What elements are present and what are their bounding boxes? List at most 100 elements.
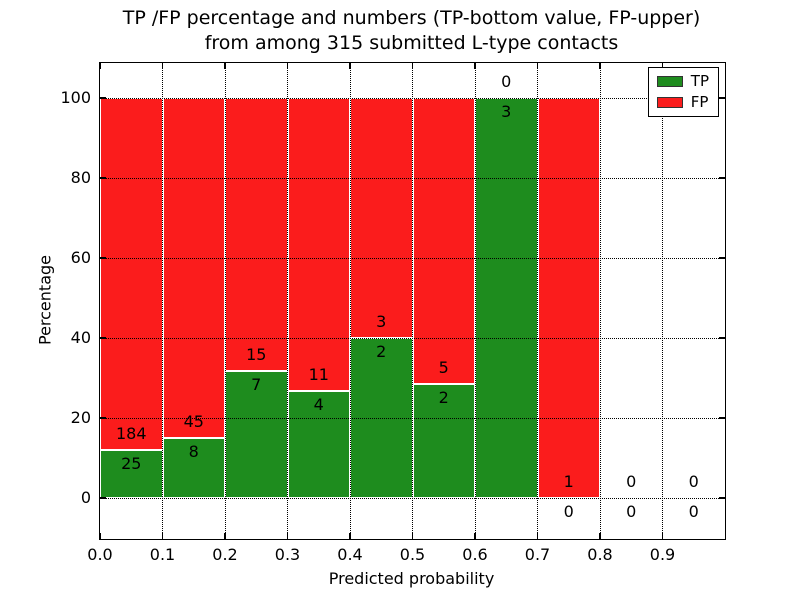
bar-fp-segment [225,98,288,371]
x-tick-label: 0.1 [149,545,176,564]
x-tick-bottom [474,533,476,539]
legend: TP FP [647,67,719,117]
legend-item-fp: FP [656,93,709,111]
legend-item-tp: TP [656,72,709,90]
bar-tp-segment [412,383,475,498]
y-tick-label: 80 [70,168,91,187]
x-gridline [287,63,288,539]
y-tick-right [719,497,725,499]
y-tick-label: 60 [70,248,91,267]
y-tick-right [719,417,725,419]
x-tick-bottom [411,533,414,539]
y-tick-left [100,497,106,499]
x-tick-bottom [536,533,539,539]
bar-fp-segment [287,98,350,392]
bar-fp-segment [162,98,225,438]
x-tick-top [411,63,414,69]
x-tick-label: 0.2 [212,545,238,564]
y-tick-left [100,417,106,419]
x-gridline [412,63,413,539]
x-tick-top [536,63,539,69]
y-tick-right [719,97,725,99]
x-tick-label: 0.8 [587,545,613,564]
chart-title: TP /FP percentage and numbers (TP-bottom… [99,6,724,56]
x-tick-bottom [599,533,601,539]
x-tick-label: 0.4 [337,545,363,564]
x-tick-bottom [286,533,289,539]
bar-tp-segment [162,437,225,498]
bar-tp-segment [100,450,163,498]
x-tick-top [661,63,664,69]
y-tick-label: 0 [80,488,91,507]
fp-count-label: 3 [376,312,387,331]
x-tick-top [286,63,289,69]
fp-color-swatch [656,97,683,108]
tp-count-label: 0 [563,502,574,521]
x-tick-bottom [161,533,164,539]
x-tick-top [99,63,101,69]
x-gridline [474,63,476,539]
y-tick-label: 100 [60,88,91,107]
bar-fp-segment [537,98,600,498]
fp-count-label: 0 [626,472,637,491]
plot-area: TP FP 184 25 45 8 15 7 11 4 3 2 5 2 0 3 1 0 0 0 0 0 0 20 40 60 8… [60,62,726,564]
y-tick-label: 20 [70,408,91,427]
x-tick-top [474,63,476,69]
tp-count-label: 2 [376,342,387,361]
x-tick-top [224,63,226,69]
tp-count-label: 4 [313,395,324,415]
tp-count-label: 2 [438,387,449,407]
x-tick-label: 0.7 [524,545,551,564]
x-tick-label: 0.9 [649,545,676,564]
x-tick-bottom [224,533,226,539]
y-tick-right [719,337,725,339]
x-tick-bottom [661,533,664,539]
fp-count-label: 5 [438,357,449,377]
legend-label-tp: TP [690,72,709,90]
bar-fp-segment [350,98,413,338]
tp-color-swatch [656,76,683,87]
y-tick-left [100,257,106,259]
x-tick-label: 0.0 [87,545,113,564]
tp-count-label: 0 [626,502,637,521]
x-tick-top [599,63,601,69]
y-tick-left [100,337,106,339]
fp-count-label: 15 [246,344,267,364]
y-tick-right [719,257,725,259]
tp-count-label: 8 [188,441,199,461]
fp-count-label: 45 [183,411,204,431]
x-tick-top [349,63,351,69]
chart-title-line1: TP /FP percentage and numbers (TP-bottom… [122,7,701,29]
x-gridline [537,63,538,539]
x-tick-bottom [99,533,101,539]
x-gridline [224,63,226,539]
bar-tp-segment [475,98,538,498]
fp-count-label: 0 [688,472,699,491]
tp-count-label: 3 [501,102,512,121]
x-tick-label: 0.6 [462,545,488,564]
fp-count-label: 11 [308,365,329,385]
tp-count-label: 0 [688,502,699,521]
fp-count-label: 0 [501,72,512,91]
chart-title-line2: from among 315 submitted L-type contacts [204,32,619,54]
x-axis-label: Predicted probability [328,569,495,588]
tp-count-label: 25 [121,454,142,474]
tp-count-label: 7 [251,374,262,394]
x-tick-bottom [349,533,351,539]
x-gridline [162,63,163,539]
x-tick-label: 0.5 [399,545,426,564]
x-tick-label: 0.3 [274,545,301,564]
y-tick-label: 40 [70,328,91,347]
x-gridline [349,63,351,539]
fp-count-label: 184 [115,424,147,444]
y-tick-right [719,177,725,179]
bar-fp-segment [412,98,475,384]
legend-label-fp: FP [690,93,709,111]
y-tick-left [100,177,106,179]
bar-fp-segment [100,98,163,451]
x-gridline [599,63,601,539]
fp-count-label: 1 [563,472,574,491]
x-gridline [662,63,663,539]
y-tick-left [100,97,106,99]
